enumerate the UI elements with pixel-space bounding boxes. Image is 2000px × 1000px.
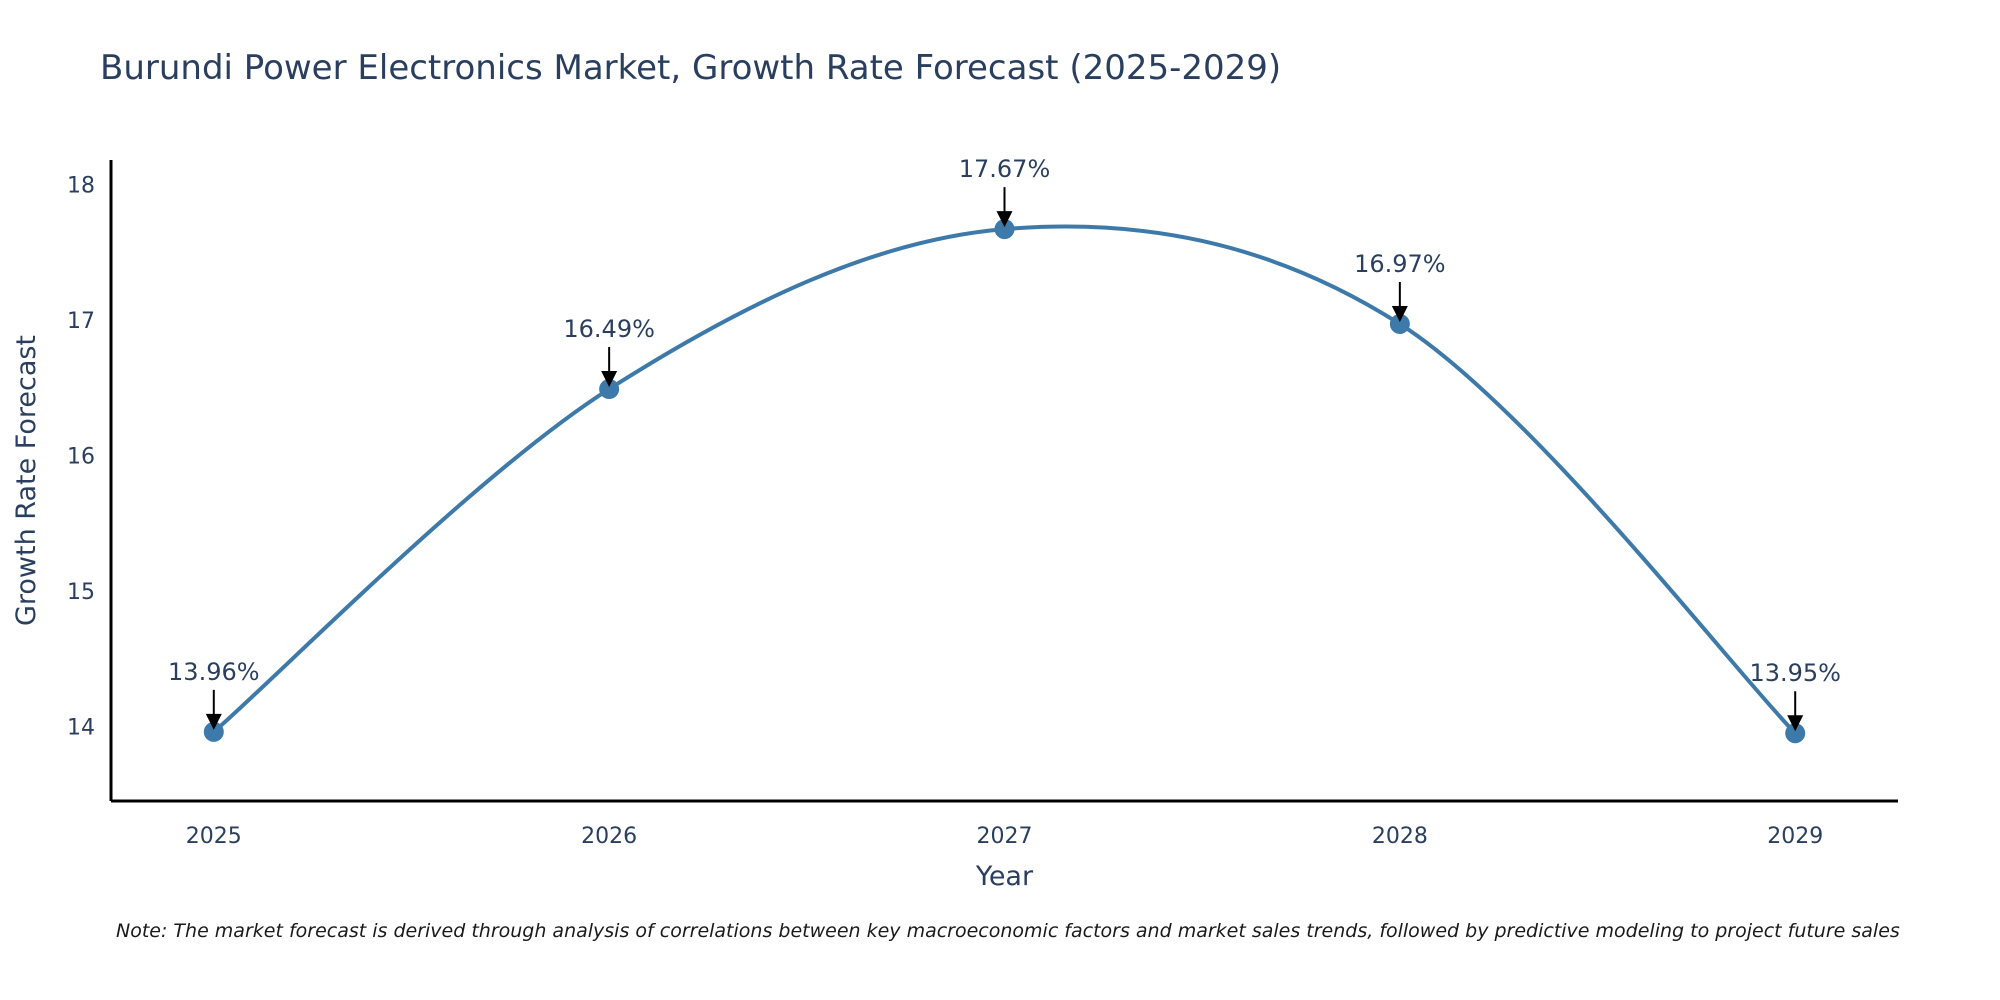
data-label: 13.96% [168,658,260,686]
ticks: 14 15 16 17 18 2025 2026 2027 2028 2029 [67,173,1823,849]
y-tick-label: 15 [67,580,95,605]
chart-title: Burundi Power Electronics Market, Growth… [100,48,1282,88]
axes [109,160,1898,803]
data-point [1785,723,1806,744]
x-tick-label: 2027 [977,824,1033,849]
annotation-arrow-head [1787,715,1804,732]
data-label: 16.97% [1354,250,1446,278]
series-line [212,224,1797,735]
annotation-arrow-head [996,211,1013,228]
x-tick-label: 2028 [1372,824,1428,849]
data-point [203,721,224,742]
x-axis-title: Year [975,861,1034,892]
data-label: 16.49% [563,315,655,343]
y-tick-label: 18 [67,173,95,198]
x-tick-label: 2029 [1767,824,1823,849]
y-tick-label: 17 [67,309,95,334]
x-tick-label: 2026 [581,824,637,849]
data-point [1389,313,1410,334]
y-axis-title: Growth Rate Forecast [11,335,42,626]
data-label: 13.95% [1749,659,1841,687]
data-label: 17.67% [959,155,1051,183]
annotation-arrow-head [205,713,222,730]
annotation-arrow-head [1391,305,1408,322]
data-labels: 13.96% 16.49% 17.67% 16.97% 13.95% [168,155,1841,732]
annotation-arrow-head [601,371,618,388]
y-tick-label: 16 [67,444,95,469]
data-point [599,379,620,400]
x-tick-label: 2025 [186,824,242,849]
chart-note: Note: The market forecast is derived thr… [116,920,1900,942]
y-tick-label: 14 [67,715,95,740]
data-point [994,219,1015,240]
series-growth-rate [203,219,1806,744]
